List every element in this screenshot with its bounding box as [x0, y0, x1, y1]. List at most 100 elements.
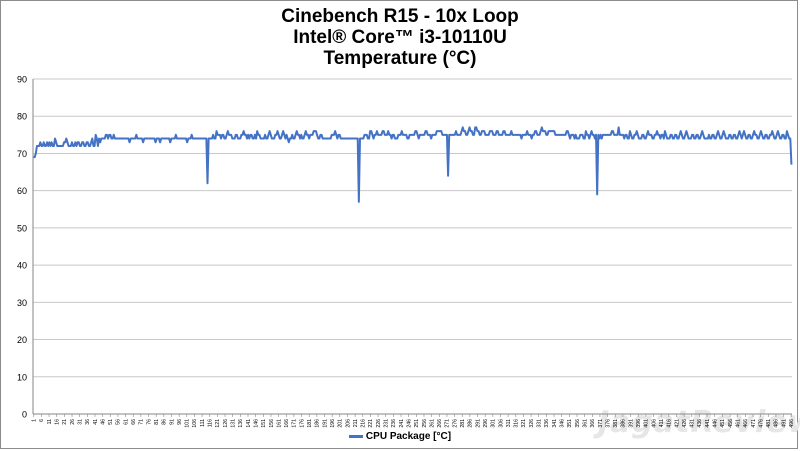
x-tick-label: 406 — [651, 419, 657, 428]
x-tick-label: 281 — [460, 419, 466, 428]
x-tick-label: 76 — [146, 419, 152, 425]
y-tick-label: 40 — [17, 261, 27, 271]
x-tick-label: 346 — [559, 419, 565, 428]
title-line-2: Intel® Core™ i3-10110U — [293, 27, 507, 48]
x-tick-label: 386 — [621, 419, 627, 428]
x-tick-label: 256 — [422, 419, 428, 428]
x-tick-label: 226 — [376, 419, 382, 428]
x-tick-label: 31 — [77, 419, 83, 425]
legend-label: CPU Package [°C] — [365, 431, 452, 442]
x-tick-label: 396 — [636, 419, 642, 428]
x-tick-label: 446 — [713, 419, 719, 428]
x-tick-label: 411 — [659, 419, 665, 427]
x-tick-label: 166 — [284, 419, 290, 428]
x-tick-label: 116 — [208, 419, 214, 427]
x-tick-label: 36 — [85, 419, 91, 425]
x-tick-label: 271 — [445, 419, 451, 428]
x-tick-label: 311 — [506, 419, 512, 427]
x-tick-label: 211 — [353, 419, 359, 427]
x-tick-label: 366 — [590, 419, 596, 428]
y-tick-label: 20 — [17, 335, 27, 345]
x-tick-label: 206 — [345, 419, 351, 428]
y-tick-label: 50 — [17, 223, 27, 233]
legend-swatch — [348, 434, 363, 438]
watermark-logo: JagatReview — [598, 405, 800, 440]
x-tick-label: 266 — [437, 419, 443, 428]
x-tick-label: 56 — [116, 419, 122, 425]
y-tick-label: 60 — [17, 186, 27, 196]
x-tick-label: 456 — [728, 419, 734, 428]
x-tick-label: 421 — [674, 419, 680, 428]
x-tick-label: 301 — [491, 419, 497, 428]
x-tick-label: 151 — [261, 419, 267, 428]
x-tick-label: 296 — [483, 419, 489, 428]
x-tick-label: 391 — [628, 419, 634, 428]
x-tick-label: 241 — [399, 419, 405, 428]
x-tick-label: 101 — [185, 419, 191, 428]
x-tick-label: 156 — [269, 419, 275, 428]
series-line-cpu-package — [33, 126, 793, 203]
x-tick-label: 376 — [605, 419, 611, 428]
x-tick-label: 6 — [39, 419, 45, 422]
x-tick-label: 141 — [246, 419, 252, 428]
x-tick-label: 401 — [644, 419, 650, 428]
x-tick-label: 201 — [338, 419, 344, 428]
x-tick-label: 91 — [169, 419, 175, 425]
x-tick-label: 471 — [751, 419, 757, 428]
y-tick-label: 10 — [17, 372, 27, 382]
x-tick-label: 326 — [529, 419, 535, 428]
x-tick-label: 351 — [567, 419, 573, 428]
x-tick-label: 21 — [62, 419, 68, 425]
x-tick-label: 291 — [475, 419, 481, 428]
y-tick-label: 70 — [17, 149, 27, 159]
x-tick-label: 106 — [192, 419, 198, 428]
x-tick-label: 111 — [200, 419, 206, 427]
x-tick-label: 331 — [537, 419, 543, 428]
x-tick-label: 161 — [276, 419, 282, 428]
x-tick-label: 486 — [774, 419, 780, 428]
x-tick-label: 191 — [322, 419, 328, 428]
x-tick-label: 41 — [93, 419, 99, 425]
y-tick-label: 0 — [22, 410, 27, 420]
x-tick-label: 131 — [230, 419, 236, 428]
x-tick-label: 491 — [781, 419, 787, 428]
x-tick-label: 321 — [521, 419, 527, 428]
x-tick-label: 171 — [292, 419, 298, 428]
x-tick-label: 441 — [705, 419, 711, 428]
title-line-1: Cinebench R15 - 10x Loop — [281, 6, 519, 27]
x-tick-label: 466 — [743, 419, 749, 428]
y-tick-label: 30 — [17, 298, 27, 308]
x-tick-label: 246 — [406, 419, 412, 428]
x-tick-label: 276 — [452, 419, 458, 428]
x-tick-label: 16 — [55, 419, 61, 425]
x-tick-label: 96 — [177, 419, 183, 425]
title-line-3: Temperature (°C) — [323, 48, 477, 69]
x-tick-label: 121 — [215, 419, 221, 428]
x-tick-label: 431 — [690, 419, 696, 428]
x-tick-label: 416 — [667, 419, 673, 428]
x-tick-label: 186 — [315, 419, 321, 428]
x-tick-label: 216 — [361, 419, 367, 428]
x-tick-label: 71 — [139, 419, 145, 425]
x-tick-label: 336 — [544, 419, 550, 428]
x-tick-label: 371 — [598, 419, 604, 428]
x-tick-label: 51 — [108, 419, 114, 425]
x-tick-label: 11 — [47, 419, 53, 424]
x-tick-label: 356 — [575, 419, 581, 428]
x-tick-label: 1 — [32, 419, 38, 422]
x-tick-label: 381 — [613, 419, 619, 428]
x-tick-label: 26 — [70, 419, 76, 425]
y-tick-label: 90 — [17, 75, 27, 85]
y-tick-label: 80 — [17, 112, 27, 122]
x-tick-label: 261 — [429, 419, 435, 428]
x-tick-label: 136 — [238, 419, 244, 428]
x-tick-label: 181 — [307, 419, 313, 428]
x-tick-label: 61 — [123, 419, 129, 425]
x-tick-label: 481 — [766, 419, 772, 428]
x-tick-label: 426 — [682, 419, 688, 428]
x-tick-label: 461 — [735, 419, 741, 428]
legend: CPU Package [°C] — [0, 431, 800, 442]
x-tick-label: 451 — [720, 419, 726, 428]
